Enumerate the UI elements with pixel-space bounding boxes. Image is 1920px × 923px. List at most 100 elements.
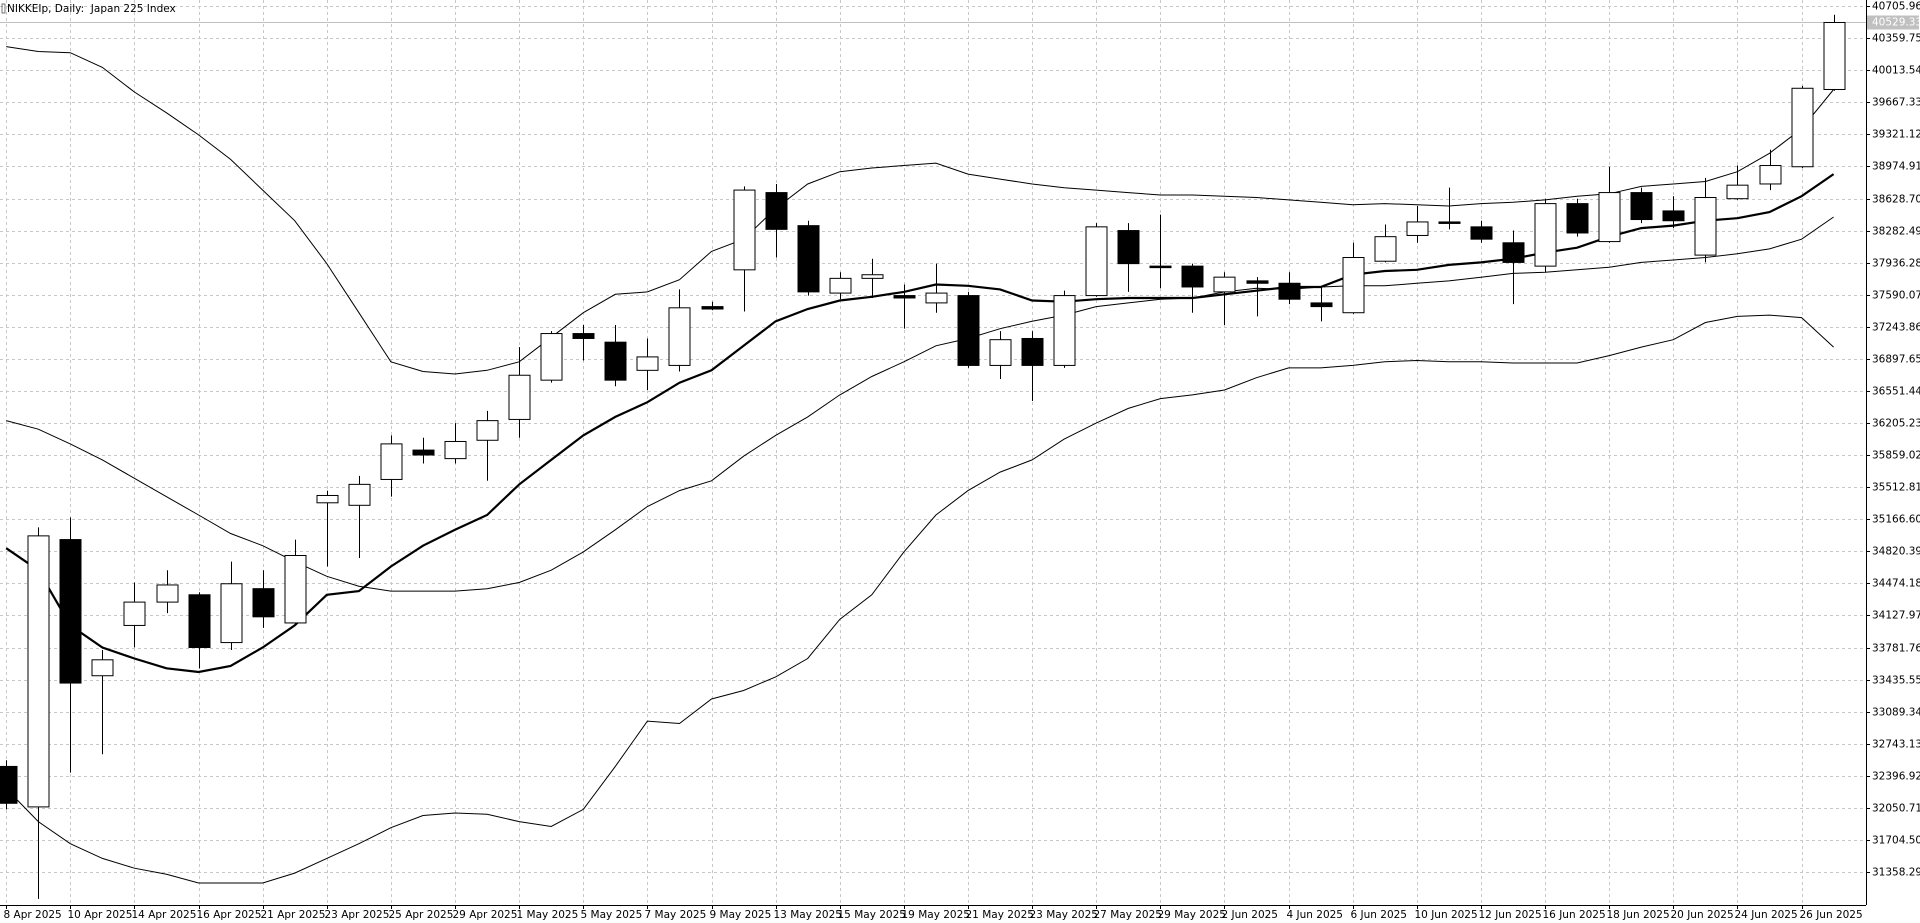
- candle-body: [1310, 302, 1333, 308]
- y-tick-label: 38628.70: [1872, 194, 1920, 206]
- y-tick-label: 34820.39: [1872, 546, 1920, 558]
- y-tick-label: 36897.65: [1872, 354, 1920, 366]
- y-tick-label: 35166.60: [1872, 514, 1920, 526]
- x-tick-label: 25 Apr 2025: [389, 909, 454, 921]
- x-tick-label: 18 Jun 2025: [1607, 909, 1670, 921]
- x-tick-label: 27 May 2025: [1094, 909, 1162, 921]
- candle-body: [1213, 276, 1236, 293]
- candle-body: [604, 341, 627, 381]
- y-tick-label: 34127.97: [1872, 610, 1920, 622]
- y-tick-label: 31704.50: [1872, 835, 1920, 847]
- candle-body: [1374, 236, 1397, 262]
- x-tick-label: 29 Apr 2025: [453, 909, 518, 921]
- y-tick-label: 33435.55: [1872, 675, 1920, 687]
- x-tick-label: 29 May 2025: [1158, 909, 1226, 921]
- candle-body: [444, 440, 467, 460]
- candle-body: [925, 292, 948, 304]
- title-icon: [1, 3, 6, 14]
- candle-body: [1085, 226, 1108, 297]
- candle-body: [701, 306, 724, 310]
- candle-body: [1502, 242, 1525, 263]
- candle-body: [989, 339, 1012, 366]
- indicator-line: [5, 314, 1834, 884]
- y-tick-label: 37936.28: [1872, 258, 1920, 270]
- candle-body: [1759, 165, 1782, 185]
- candle-body: [765, 192, 788, 230]
- x-tick-label: 23 May 2025: [1030, 909, 1098, 921]
- x-tick-label: 6 Jun 2025: [1351, 909, 1407, 921]
- x-tick-label: 14 Apr 2025: [132, 909, 197, 921]
- y-tick-label: 32050.71: [1872, 803, 1920, 815]
- x-tick-label: 10 Apr 2025: [68, 909, 133, 921]
- candle-body: [1406, 221, 1429, 236]
- x-tick-label: 2 Jun 2025: [1222, 909, 1278, 921]
- candle-body: [1117, 230, 1140, 265]
- candle-body: [1278, 282, 1301, 300]
- y-tick-label: 39667.33: [1872, 97, 1920, 109]
- x-tick-label: 19 May 2025: [902, 909, 970, 921]
- x-tick-label: 1 May 2025: [517, 909, 579, 921]
- candle-body: [0, 765, 18, 804]
- y-tick-label: 35859.02: [1872, 450, 1920, 462]
- candle-body: [1342, 257, 1365, 314]
- y-tick-label: 38282.49: [1872, 226, 1920, 238]
- candle-body: [668, 307, 691, 366]
- candle-body: [59, 539, 82, 684]
- candle-body: [797, 225, 820, 293]
- indicator-line: [6, 46, 1834, 375]
- x-tick-label: 21 Apr 2025: [261, 909, 326, 921]
- candle-body: [829, 277, 852, 294]
- y-tick-label: 37590.07: [1872, 290, 1920, 302]
- y-tick-label: 35512.81: [1872, 482, 1920, 494]
- candle-body: [316, 494, 339, 504]
- y-tick-label: 32743.13: [1872, 739, 1920, 751]
- candle-body: [1021, 337, 1044, 366]
- candle-body: [348, 483, 371, 506]
- candle-body: [861, 274, 884, 279]
- x-tick-label: 13 May 2025: [774, 909, 842, 921]
- candle-body: [1630, 192, 1653, 221]
- x-tick-label: 12 Jun 2025: [1479, 909, 1542, 921]
- candle-body: [1726, 184, 1749, 200]
- candle-body: [123, 601, 146, 626]
- candle-body: [1823, 21, 1846, 90]
- candle-body: [156, 584, 179, 603]
- candle-body: [1246, 280, 1269, 284]
- y-tick-label: 32396.92: [1872, 771, 1920, 783]
- y-tick-label: 31358.29: [1872, 867, 1920, 879]
- y-tick-label: 40013.54: [1872, 65, 1920, 77]
- x-tick-label: 16 Jun 2025: [1543, 909, 1606, 921]
- candle-body: [1598, 192, 1621, 243]
- candle-body: [1694, 196, 1717, 256]
- candle-body: [284, 555, 307, 624]
- candle-body: [1181, 265, 1204, 288]
- x-tick-label: 10 Jun 2025: [1415, 909, 1478, 921]
- candle-body: [1791, 87, 1814, 168]
- candle-body: [508, 374, 531, 420]
- candle-body: [1566, 203, 1589, 234]
- candle-body: [1534, 203, 1557, 267]
- chart-title: NIKKEIp, Daily: Japan 225 Index: [7, 3, 176, 15]
- x-tick-label: 5 May 2025: [581, 909, 643, 921]
- candle-body: [412, 449, 435, 456]
- y-tick-label: 36551.44: [1872, 386, 1920, 398]
- last-price-label: 40529.33: [1872, 17, 1920, 29]
- candle-body: [188, 594, 211, 648]
- y-tick-label: 39321.12: [1872, 129, 1920, 141]
- candle-body: [733, 189, 756, 271]
- candle-body: [1470, 226, 1493, 240]
- candle-body: [636, 356, 659, 371]
- x-tick-label: 4 Jun 2025: [1287, 909, 1343, 921]
- last-price-box: [1867, 15, 1919, 30]
- x-tick-label: 20 Jun 2025: [1671, 909, 1734, 921]
- x-tick-label: 21 May 2025: [966, 909, 1034, 921]
- indicator-line: [6, 216, 1834, 592]
- y-tick-label: 37243.86: [1872, 322, 1920, 334]
- x-tick-label: 7 May 2025: [645, 909, 707, 921]
- candle-body: [1053, 295, 1076, 366]
- x-tick-label: 26 Jun 2025: [1800, 909, 1863, 921]
- x-tick-label: 23 Apr 2025: [325, 909, 390, 921]
- candle-body: [572, 333, 595, 339]
- candle-body: [893, 295, 916, 299]
